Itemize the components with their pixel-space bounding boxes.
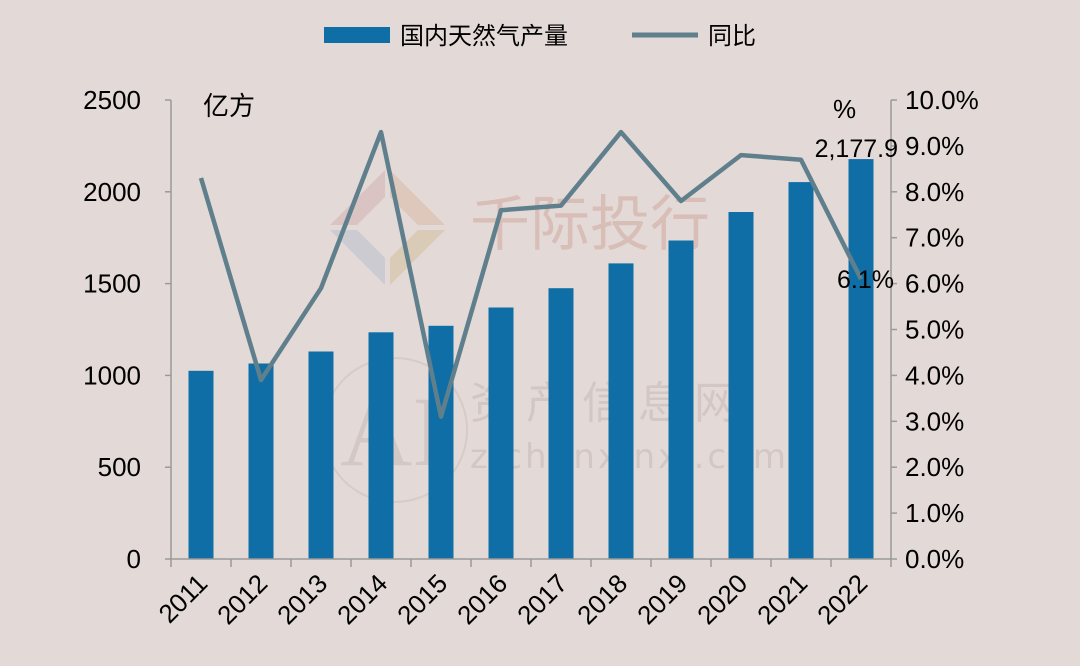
line-series-yoy bbox=[198, 129, 864, 419]
right-axis-unit: % bbox=[833, 94, 856, 124]
right-tick-label: 5.0% bbox=[905, 315, 964, 345]
bar-2021 bbox=[788, 182, 814, 559]
bars bbox=[188, 159, 874, 559]
x-tick-label: 2014 bbox=[331, 568, 393, 630]
right-tick-label: 4.0% bbox=[905, 360, 964, 390]
legend-bar-swatch bbox=[324, 27, 390, 43]
legend: 国内天然气产量 同比 bbox=[324, 23, 756, 50]
left-tick-label: 0 bbox=[127, 544, 141, 574]
right-tick-label: 8.0% bbox=[905, 177, 964, 207]
bar-2017 bbox=[548, 288, 574, 559]
bar-data-label: 2,177.9 bbox=[815, 135, 898, 163]
left-tick-label: 2000 bbox=[83, 177, 141, 207]
legend-bar-label: 国内天然气产量 bbox=[400, 23, 568, 50]
right-tick-label: 1.0% bbox=[905, 498, 964, 528]
line-data-label: 6.1% bbox=[837, 266, 894, 294]
x-tick-label: 2018 bbox=[571, 568, 633, 630]
bar-2015 bbox=[428, 325, 454, 559]
left-axis-unit: 亿方 bbox=[203, 91, 255, 121]
right-tick-label: 9.0% bbox=[905, 131, 964, 161]
watermark-logo-icon bbox=[330, 170, 445, 285]
right-tick-label: 7.0% bbox=[905, 223, 964, 253]
legend-line-label: 同比 bbox=[708, 23, 756, 50]
bar-2019 bbox=[668, 240, 694, 559]
right-tick-label: 2.0% bbox=[905, 452, 964, 482]
x-tick-label: 2020 bbox=[691, 568, 753, 630]
x-tick-label: 2011 bbox=[152, 568, 213, 629]
x-tick-label: 2013 bbox=[271, 568, 333, 630]
line-layer bbox=[198, 129, 864, 419]
bar-2018 bbox=[608, 263, 634, 559]
bar-2011 bbox=[188, 370, 214, 559]
left-tick-label: 1500 bbox=[83, 269, 141, 299]
right-tick-label: 3.0% bbox=[905, 406, 964, 436]
bar-2016 bbox=[488, 307, 514, 559]
x-tick-label: 2017 bbox=[511, 568, 573, 630]
right-tick-label: 0.0% bbox=[905, 544, 964, 574]
x-tick-label: 2021 bbox=[751, 568, 813, 630]
labels: 2,177.9 6.1% bbox=[815, 135, 898, 294]
left-tick-label: 500 bbox=[98, 452, 141, 482]
x-tick-label: 2012 bbox=[211, 568, 273, 630]
x-tick-label: 2019 bbox=[631, 568, 693, 630]
right-tick-label: 6.0% bbox=[905, 269, 964, 299]
x-tick-label: 2015 bbox=[391, 568, 453, 630]
x-tick-label: 2016 bbox=[451, 568, 513, 630]
x-tick-label: 2022 bbox=[811, 568, 873, 630]
bar-2020 bbox=[728, 212, 754, 559]
bar-2012 bbox=[248, 363, 274, 559]
right-tick-label: 10.0% bbox=[905, 85, 979, 115]
left-tick-label: 2500 bbox=[83, 85, 141, 115]
bar-2014 bbox=[368, 332, 394, 559]
left-tick-label: 1000 bbox=[83, 360, 141, 390]
bar-2022 bbox=[848, 159, 874, 559]
bar-2013 bbox=[308, 351, 334, 559]
axes: 0 500 1000 1500 2000 2500 0.0% 1.0% 2.0% 3.0% 4.0%… bbox=[83, 85, 979, 630]
